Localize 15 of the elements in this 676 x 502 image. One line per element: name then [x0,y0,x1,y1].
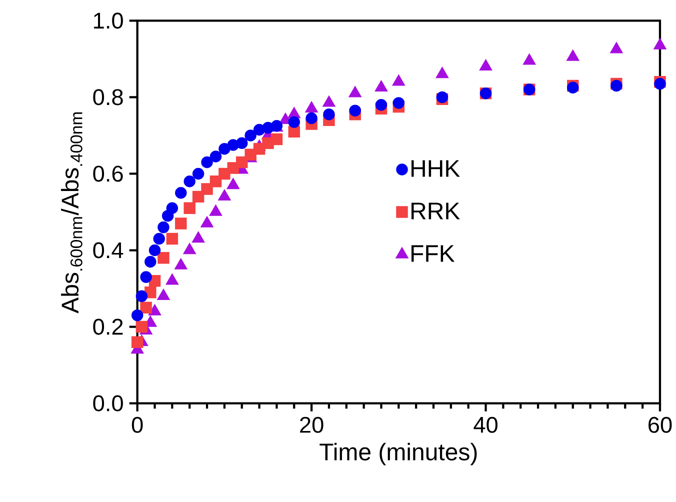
y-tick-label: 1.0 [94,12,123,29]
y-tick-label: 0.0 [93,395,123,412]
y-axis-title: Abs$_{.600nm}$/Abs$_{.400nm}$ [61,112,82,314]
y-tick-label: 0.2 [93,318,123,335]
legend-label: FFK [411,245,455,262]
legend-label: RRK [411,202,460,220]
x-tick-label: 0 [132,416,143,433]
y-tick-label: 0.4 [93,242,124,258]
legend-label: HHK [411,160,460,177]
y-tick-label: 0.6 [93,166,123,182]
y-tick-label: 0.8 [93,89,123,106]
x-tick-label: 60 [648,416,672,433]
x-tick-label: 20 [300,416,324,433]
x-tick-label: 40 [474,416,498,433]
x-axis-title: Time (minutes) [320,442,477,466]
